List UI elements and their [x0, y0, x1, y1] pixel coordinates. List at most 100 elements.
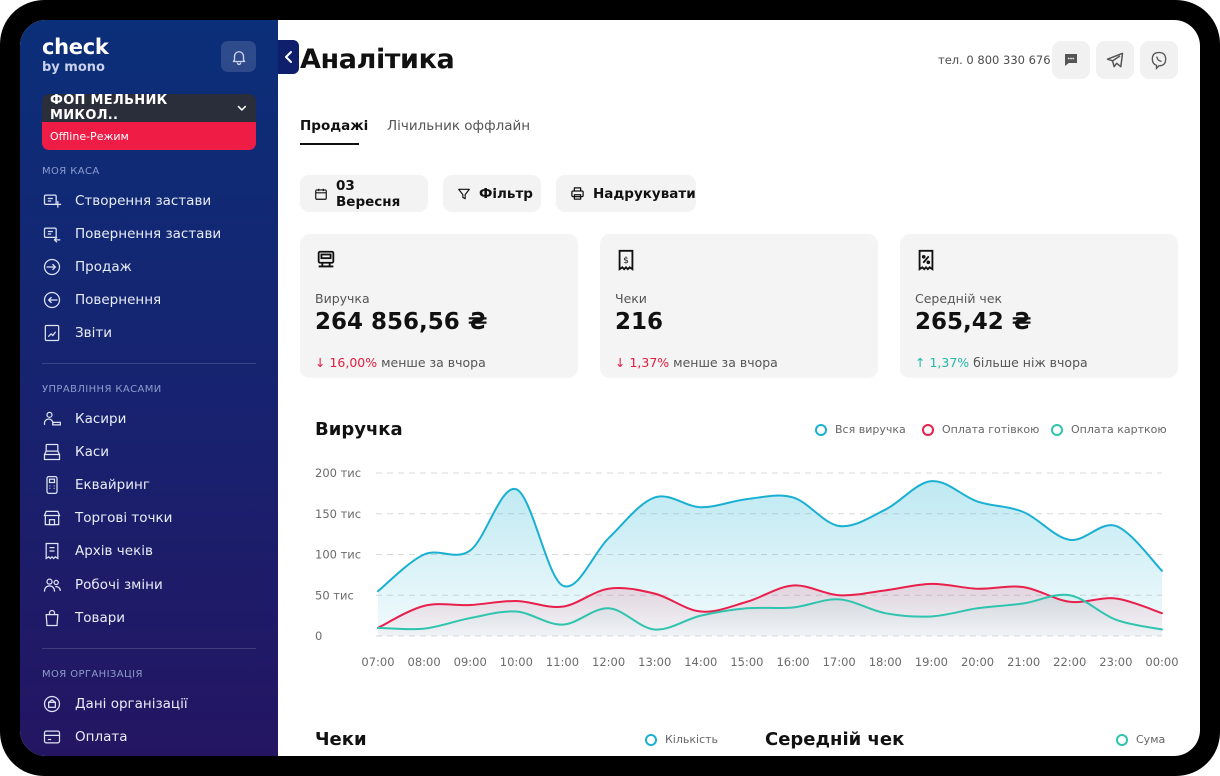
- kpi-delta-percent: 1,37%: [629, 355, 670, 370]
- app-logo[interactable]: check by mono: [42, 34, 109, 76]
- page-title: Аналітика: [300, 44, 455, 75]
- sale-icon: [42, 257, 62, 277]
- sidebar: check by mono ФОП МЕЛЬНИК МИКОЛ.. Offlin…: [20, 20, 278, 756]
- return-icon: [42, 290, 62, 310]
- x-tick-label: 10:00: [500, 655, 533, 669]
- y-tick-label: 100 тис: [315, 548, 361, 562]
- deposit-create-icon: [42, 191, 62, 211]
- offline-mode-badge: Offline-Режим: [42, 122, 256, 150]
- tab-sales[interactable]: Продажі: [300, 118, 369, 134]
- kpi-delta: ↓ 1,37% менше за вчора: [615, 355, 778, 370]
- chevron-down-icon: [237, 105, 247, 111]
- legend-item-cash[interactable]: Оплата готівкою: [922, 423, 1039, 436]
- x-tick-label: 00:00: [1145, 655, 1178, 669]
- sidebar-item-organization-data[interactable]: Дані організації: [42, 692, 188, 716]
- shifts-icon: [42, 575, 62, 595]
- sidebar-item-receipts-archive[interactable]: Архів чеків: [42, 539, 153, 563]
- sidebar-item-stores[interactable]: Торгові точки: [42, 506, 172, 530]
- revenue-chart: 200 тис 150 тис 100 тис 50 тис 0 07:00 08:00 09…: [315, 466, 1179, 669]
- kpi-card-revenue: Виручка 264 856,56 ₴ ↓ 16,00% менше за в…: [300, 234, 578, 378]
- x-tick-label: 22:00: [1053, 655, 1086, 669]
- app-window: check by mono ФОП МЕЛЬНИК МИКОЛ.. Offlin…: [20, 20, 1200, 756]
- sidebar-divider: [42, 648, 256, 649]
- receipts-archive-icon: [42, 541, 62, 561]
- sidebar-item-return[interactable]: Повернення: [42, 288, 161, 312]
- support-phone[interactable]: тел. 0 800 330 676: [938, 53, 1051, 67]
- print-button[interactable]: Надрукувати: [556, 175, 696, 212]
- collapse-sidebar-button[interactable]: [278, 40, 299, 74]
- telegram-icon: [1106, 52, 1124, 68]
- kpi-delta-text: менше за вчора: [673, 355, 778, 370]
- kpi-delta-percent: 16,00%: [329, 355, 378, 370]
- date-picker-label: 03 Вересня: [336, 177, 401, 210]
- calendar-icon: [315, 188, 327, 200]
- notifications-button[interactable]: [221, 41, 256, 72]
- section-title-my-organization: МОЯ ОРГАНІЗАЦІЯ: [42, 669, 143, 680]
- viber-button[interactable]: [1140, 41, 1178, 79]
- receipt-percent-icon: [918, 249, 934, 271]
- svg-text:$: $: [623, 255, 629, 266]
- kpi-label: Середній чек: [915, 291, 1003, 306]
- legend-label: Сума: [1136, 733, 1166, 746]
- x-tick-label: 20:00: [961, 655, 994, 669]
- sidebar-item-label: Створення застави: [75, 193, 212, 209]
- account-name: ФОП МЕЛЬНИК МИКОЛ..: [50, 94, 168, 123]
- filter-button[interactable]: Фільтр: [443, 175, 541, 212]
- sidebar-item-shifts[interactable]: Робочі зміни: [42, 573, 163, 597]
- sidebar-item-products[interactable]: Товари: [42, 606, 125, 630]
- arrow-down-icon: ↓: [315, 355, 330, 370]
- bell-icon: [232, 50, 245, 65]
- y-tick-label: 200 тис: [315, 466, 361, 480]
- x-tick-label: 16:00: [776, 655, 809, 669]
- legend-item-total[interactable]: Вся виручка: [815, 423, 906, 436]
- arrow-up-icon: ↑: [915, 355, 930, 370]
- kpi-label: Виручка: [315, 291, 370, 306]
- telegram-button[interactable]: [1096, 41, 1134, 79]
- sidebar-item-acquiring[interactable]: Еквайринг: [42, 473, 150, 497]
- sidebar-item-label: Повернення: [75, 292, 162, 308]
- legend-item-sum[interactable]: Сума: [1116, 733, 1165, 746]
- sidebar-item-deposit-create[interactable]: Створення застави: [42, 189, 211, 213]
- kpi-card-average-receipt: Середній чек 265,42 ₴ ↑ 1,37% більше ніж…: [900, 234, 1178, 378]
- deposit-return-icon: [42, 224, 62, 244]
- y-tick-label: 0: [315, 629, 322, 643]
- kpi-delta-percent: 1,37%: [929, 355, 970, 370]
- average-receipt-chart-title: Середній чек: [765, 729, 905, 750]
- x-tick-label: 23:00: [1099, 655, 1132, 669]
- logo-sub-text: by mono: [42, 60, 105, 75]
- sidebar-item-label: Повернення застави: [75, 226, 222, 242]
- legend-marker: [815, 423, 827, 436]
- x-tick-label: 17:00: [823, 655, 856, 669]
- kpi-value: 265,42 ₴: [915, 309, 1032, 335]
- account-selector[interactable]: ФОП МЕЛЬНИК МИКОЛ.. Offline-Режим: [42, 94, 256, 150]
- viber-icon: [1151, 51, 1167, 70]
- print-label: Надрукувати: [593, 185, 696, 202]
- reports-icon: [42, 323, 62, 343]
- filter-label: Фільтр: [479, 185, 533, 202]
- sidebar-item-label: Торгові точки: [75, 510, 173, 526]
- legend-label: Вся виручка: [835, 423, 906, 436]
- date-picker-button[interactable]: 03 Вересня: [300, 175, 428, 212]
- legend-marker: [922, 423, 934, 436]
- legend-marker: [645, 733, 657, 746]
- y-tick-label: 150 тис: [315, 507, 361, 521]
- legend-item-card[interactable]: Оплата карткою: [1051, 423, 1167, 436]
- y-tick-label: 50 тис: [315, 588, 354, 602]
- arrow-down-icon: ↓: [615, 355, 630, 370]
- kpi-delta: ↓ 16,00% менше за вчора: [315, 355, 486, 370]
- sidebar-item-sale[interactable]: Продаж: [42, 255, 132, 279]
- x-tick-label: 13:00: [638, 655, 671, 669]
- sidebar-item-registers[interactable]: Каси: [42, 440, 109, 464]
- chat-button[interactable]: [1052, 41, 1090, 79]
- sidebar-item-reports[interactable]: Звіти: [42, 321, 112, 345]
- sidebar-divider: [42, 363, 256, 364]
- kpi-value: 216: [615, 309, 664, 335]
- sidebar-item-deposit-return[interactable]: Повернення застави: [42, 222, 221, 246]
- sidebar-item-payment[interactable]: Оплата: [42, 725, 128, 749]
- tab-offline-counter[interactable]: Лічильник оффлайн: [387, 118, 531, 134]
- sidebar-item-cashiers[interactable]: Касири: [42, 407, 126, 431]
- series-cash-payments-line: [377, 582, 1163, 629]
- legend-item-count[interactable]: Кількість: [645, 733, 718, 746]
- chevron-left-icon: [284, 51, 292, 63]
